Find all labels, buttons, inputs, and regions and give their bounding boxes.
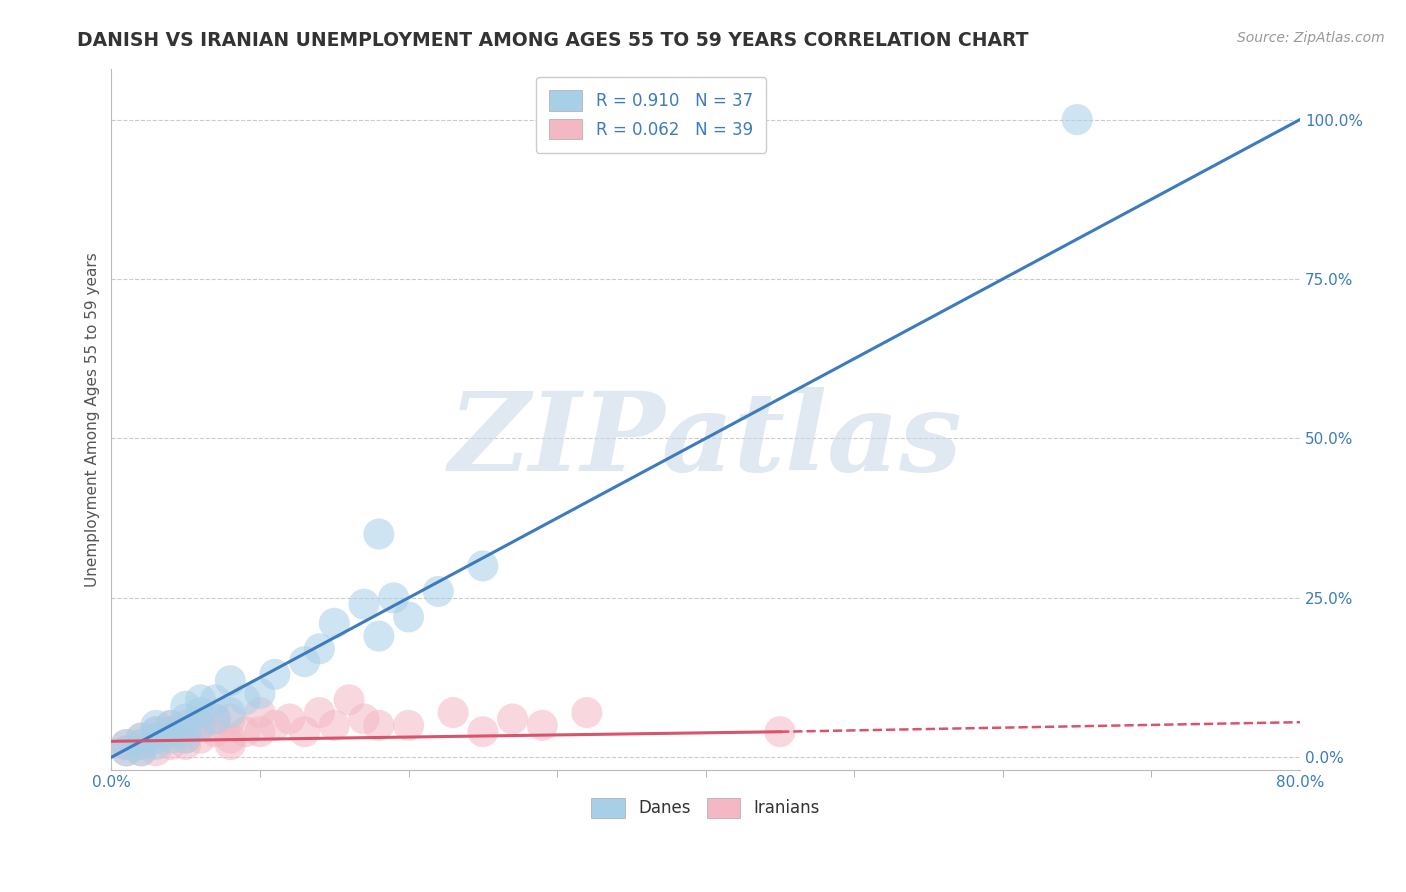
- Point: [145, 724, 167, 739]
- Point: [219, 712, 242, 726]
- Point: [575, 706, 598, 720]
- Point: [323, 718, 346, 732]
- Point: [263, 667, 285, 681]
- Y-axis label: Unemployment Among Ages 55 to 59 years: Unemployment Among Ages 55 to 59 years: [86, 252, 100, 587]
- Point: [145, 738, 167, 752]
- Point: [337, 693, 360, 707]
- Point: [145, 744, 167, 758]
- Point: [367, 527, 389, 541]
- Point: [160, 718, 183, 732]
- Point: [382, 591, 405, 605]
- Point: [129, 738, 152, 752]
- Point: [174, 724, 197, 739]
- Point: [174, 699, 197, 714]
- Point: [398, 718, 420, 732]
- Point: [263, 718, 285, 732]
- Point: [145, 718, 167, 732]
- Point: [308, 641, 330, 656]
- Point: [115, 744, 138, 758]
- Point: [174, 712, 197, 726]
- Point: [219, 738, 242, 752]
- Point: [367, 629, 389, 643]
- Point: [160, 738, 183, 752]
- Point: [204, 712, 226, 726]
- Point: [233, 724, 256, 739]
- Point: [145, 731, 167, 745]
- Point: [427, 584, 450, 599]
- Point: [115, 744, 138, 758]
- Point: [249, 686, 271, 700]
- Point: [115, 738, 138, 752]
- Point: [219, 673, 242, 688]
- Point: [129, 731, 152, 745]
- Point: [129, 744, 152, 758]
- Point: [323, 616, 346, 631]
- Point: [160, 724, 183, 739]
- Point: [249, 706, 271, 720]
- Point: [502, 712, 524, 726]
- Text: Source: ZipAtlas.com: Source: ZipAtlas.com: [1237, 31, 1385, 45]
- Point: [233, 693, 256, 707]
- Point: [204, 724, 226, 739]
- Point: [249, 724, 271, 739]
- Point: [204, 712, 226, 726]
- Point: [219, 731, 242, 745]
- Point: [145, 724, 167, 739]
- Point: [174, 718, 197, 732]
- Point: [219, 706, 242, 720]
- Point: [190, 718, 212, 732]
- Point: [471, 558, 494, 573]
- Point: [531, 718, 554, 732]
- Point: [115, 738, 138, 752]
- Point: [129, 744, 152, 758]
- Point: [441, 706, 464, 720]
- Point: [204, 693, 226, 707]
- Point: [129, 738, 152, 752]
- Point: [471, 724, 494, 739]
- Point: [145, 731, 167, 745]
- Point: [308, 706, 330, 720]
- Point: [278, 712, 301, 726]
- Point: [160, 724, 183, 739]
- Point: [160, 731, 183, 745]
- Text: DANISH VS IRANIAN UNEMPLOYMENT AMONG AGES 55 TO 59 YEARS CORRELATION CHART: DANISH VS IRANIAN UNEMPLOYMENT AMONG AGE…: [77, 31, 1029, 50]
- Point: [190, 718, 212, 732]
- Point: [769, 724, 792, 739]
- Point: [174, 738, 197, 752]
- Point: [190, 693, 212, 707]
- Point: [398, 610, 420, 624]
- Point: [174, 731, 197, 745]
- Text: ZIPatlas: ZIPatlas: [449, 386, 963, 494]
- Legend: Danes, Iranians: Danes, Iranians: [585, 791, 827, 825]
- Point: [294, 724, 316, 739]
- Point: [174, 731, 197, 745]
- Point: [160, 718, 183, 732]
- Point: [294, 655, 316, 669]
- Point: [353, 597, 375, 611]
- Point: [1066, 112, 1088, 127]
- Point: [353, 712, 375, 726]
- Point: [190, 731, 212, 745]
- Point: [367, 718, 389, 732]
- Point: [129, 731, 152, 745]
- Point: [190, 706, 212, 720]
